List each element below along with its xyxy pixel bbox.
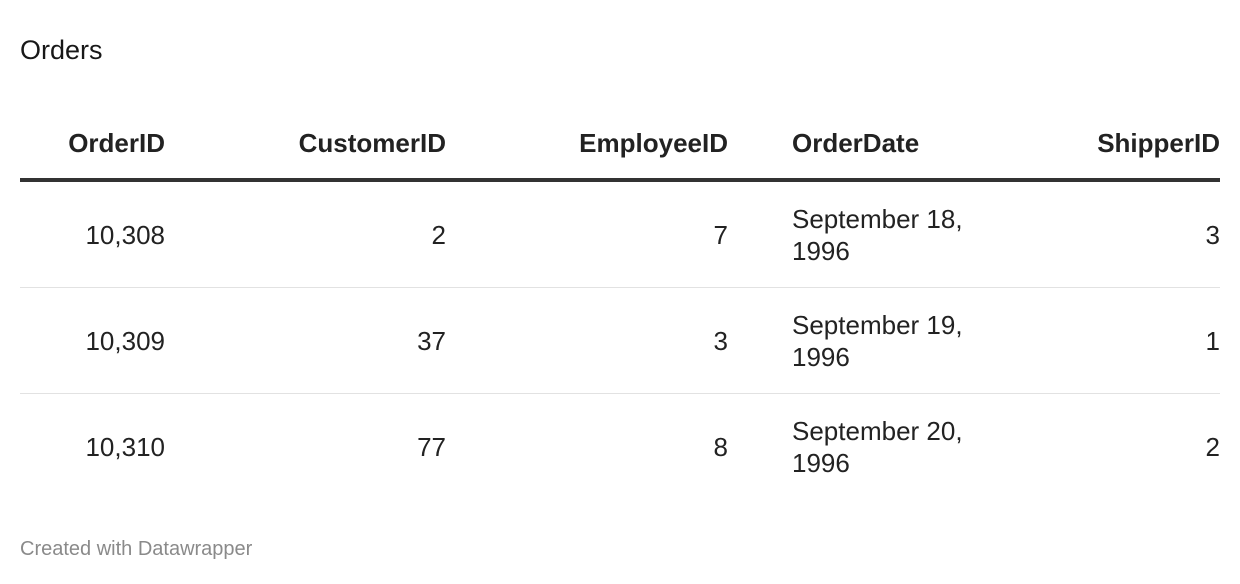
- column-header-orderdate[interactable]: OrderDate: [728, 108, 968, 182]
- cell-shipperid: 2: [968, 393, 1220, 499]
- orders-table: OrderID CustomerID EmployeeID OrderDate …: [20, 108, 1220, 499]
- cell-employeeid: 8: [446, 393, 728, 499]
- cell-customerid: 77: [165, 393, 446, 499]
- column-header-shipperid[interactable]: ShipperID: [968, 108, 1220, 182]
- column-header-orderid[interactable]: OrderID: [20, 108, 165, 182]
- table-row: 10,309 37 3 September 19, 1996 1: [20, 287, 1220, 394]
- cell-orderdate: September 18, 1996: [792, 203, 963, 266]
- column-header-customerid[interactable]: CustomerID: [165, 108, 446, 182]
- cell-customerid: 2: [431, 219, 446, 250]
- chart-title: Orders: [20, 35, 103, 65]
- cell-orderid: 10,310: [20, 393, 165, 499]
- cell-shipperid: 1: [968, 287, 1220, 394]
- table-row: 10,310 77 8 September 20, 1996 2: [20, 393, 1220, 499]
- table-header-row: OrderID CustomerID EmployeeID OrderDate …: [20, 108, 1220, 182]
- cell-orderid: 10,309: [20, 287, 165, 394]
- cell-employeeid: 7: [713, 219, 728, 250]
- cell-orderdate: September 19, 1996: [728, 287, 968, 394]
- cell-orderdate: September 20, 1996: [728, 393, 968, 499]
- cell-customerid: 37: [165, 287, 446, 394]
- credit-footer: Created with Datawrapper: [20, 538, 253, 560]
- column-header-employeeid[interactable]: EmployeeID: [446, 108, 728, 182]
- table-row: 10,308 2 7 September 18, 1996 3: [20, 180, 1220, 288]
- cell-orderid: 10,308: [85, 219, 165, 250]
- cell-shipperid: 3: [1205, 219, 1220, 250]
- cell-employeeid: 3: [446, 287, 728, 394]
